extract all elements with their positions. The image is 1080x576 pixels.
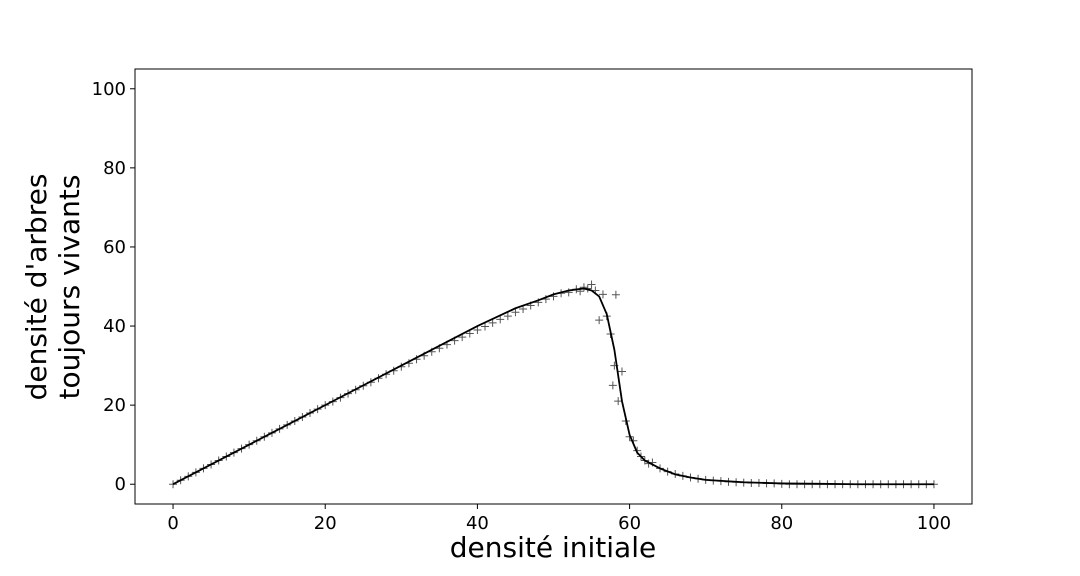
scatter-point (611, 290, 620, 299)
scatter-point (481, 322, 490, 331)
x-tick-label: 0 (167, 513, 178, 534)
scatter-point (587, 280, 596, 289)
scatter-point (595, 316, 604, 325)
y-tick-label: 100 (92, 79, 126, 100)
plot-frame (134, 68, 973, 505)
y-tick-label: 80 (103, 158, 126, 179)
y-tick-label: 60 (103, 237, 126, 258)
line (172, 287, 934, 486)
scatter-point (488, 318, 497, 327)
y-tick-label: 20 (103, 395, 126, 416)
scatter-point (598, 290, 607, 299)
scatter-point (617, 367, 626, 376)
x-tick-label: 80 (770, 513, 793, 534)
y-axis-label: toujours vivants (53, 175, 86, 400)
x-axis-label: densité initiale (450, 531, 656, 564)
y-tick-label: 0 (115, 474, 126, 495)
scatter-point (169, 480, 178, 489)
x-tick-label: 60 (618, 513, 641, 534)
scatter-point (503, 312, 512, 321)
scatter-point (608, 381, 617, 390)
x-tick-label: 40 (466, 513, 489, 534)
scatter-point (496, 315, 505, 324)
scatter-point (614, 397, 623, 406)
scatter-point (473, 326, 482, 334)
y-axis-label: densité d'arbres (20, 174, 53, 401)
scatter-point (511, 308, 520, 317)
y-tick-label: 40 (103, 316, 126, 337)
x-tick-label: 100 (917, 513, 951, 534)
scatter-point (579, 283, 588, 292)
x-tick-label: 20 (314, 513, 337, 534)
